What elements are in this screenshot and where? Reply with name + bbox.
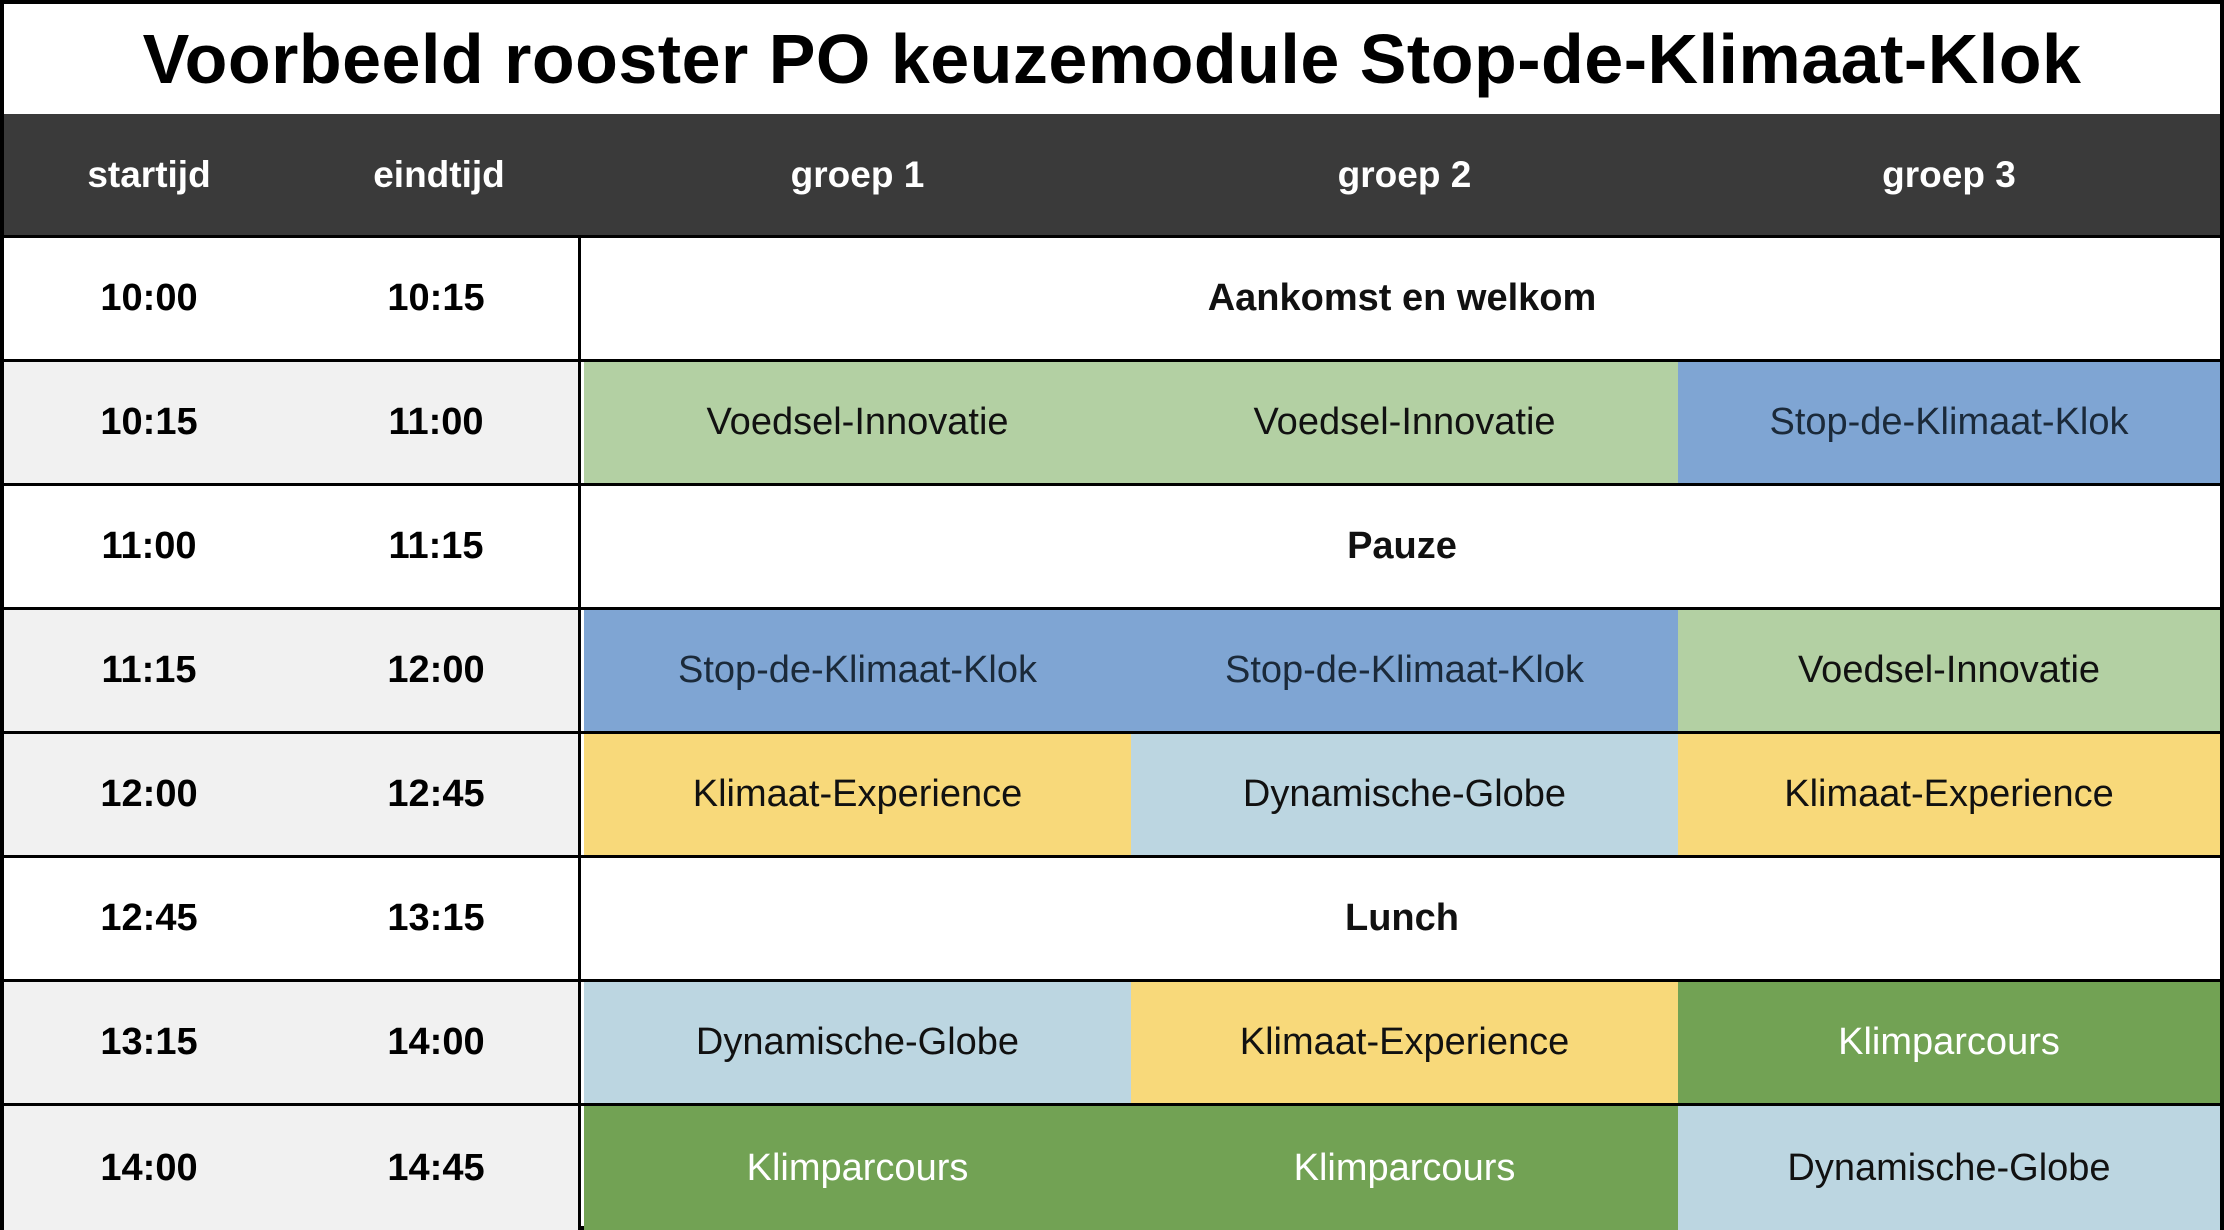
header-group-2: groep 2 bbox=[1337, 153, 1472, 195]
start-time-cell: 12:45 bbox=[4, 858, 294, 979]
header-group-1: groep 1 bbox=[790, 153, 925, 195]
start-time-cell: 13:15 bbox=[4, 982, 294, 1103]
end-time-cell: 12:45 bbox=[294, 734, 581, 855]
activity-cell: Dynamische-Globe bbox=[1678, 1106, 2220, 1230]
end-time-cell: 10:15 bbox=[294, 238, 581, 359]
page-title: Voorbeeld rooster PO keuzemodule Stop-de… bbox=[142, 20, 2082, 98]
header-end-time: eindtijd bbox=[373, 153, 505, 195]
table-row: 10:15 11:00 Voedsel-Innovatie Voedsel-Innov… bbox=[4, 362, 2220, 486]
table-row: 10:00 10:15 Aankomst en welkom bbox=[4, 238, 2220, 362]
end-time-cell: 13:15 bbox=[294, 858, 581, 979]
table-row: 11:15 12:00 Stop-de-Klimaat-Klok Stop-de-Kl… bbox=[4, 610, 2220, 734]
end-time-cell: 14:00 bbox=[294, 982, 581, 1103]
break-cell: Aankomst en welkom bbox=[584, 238, 2220, 359]
table-row: 12:00 12:45 Klimaat-Experience Dynamische-G… bbox=[4, 734, 2220, 858]
activity-cell: Klimaat-Experience bbox=[1131, 982, 1678, 1103]
activity-cell: Klimparcours bbox=[1131, 1106, 1678, 1230]
table-row: 14:00 14:45 Klimparcours Klimparcours Dynami… bbox=[4, 1106, 2220, 1230]
end-time-cell: 11:00 bbox=[294, 362, 581, 483]
activity-cell: Klimaat-Experience bbox=[1678, 734, 2220, 855]
activity-cell: Dynamische-Globe bbox=[584, 982, 1131, 1103]
start-time-cell: 12:00 bbox=[4, 734, 294, 855]
break-cell: Pauze bbox=[584, 486, 2220, 607]
table-row: 13:15 14:00 Dynamische-Globe Klimaat-Experi… bbox=[4, 982, 2220, 1106]
schedule-grid: 10:00 10:15 Aankomst en welkom 10:15 11:00 Vo… bbox=[4, 238, 2220, 1230]
header-group-3: groep 3 bbox=[1882, 153, 2016, 195]
start-time-cell: 10:15 bbox=[4, 362, 294, 483]
activity-cell: Voedsel-Innovatie bbox=[584, 362, 1131, 483]
table-row: 11:00 11:15 Pauze bbox=[4, 486, 2220, 610]
header-start-time: startijd bbox=[87, 153, 211, 195]
activity-cell: Stop-de-Klimaat-Klok bbox=[1131, 610, 1678, 731]
end-time-cell: 11:15 bbox=[294, 486, 581, 607]
break-cell: Lunch bbox=[584, 858, 2220, 979]
activity-cell: Klimparcours bbox=[1678, 982, 2220, 1103]
activity-cell: Voedsel-Innovatie bbox=[1678, 610, 2220, 731]
start-time-cell: 11:00 bbox=[4, 486, 294, 607]
table-row: 12:45 13:15 Lunch bbox=[4, 858, 2220, 982]
activity-cell: Stop-de-Klimaat-Klok bbox=[584, 610, 1131, 731]
activity-cell: Voedsel-Innovatie bbox=[1131, 362, 1678, 483]
activity-cell: Klimaat-Experience bbox=[584, 734, 1131, 855]
start-time-cell: 14:00 bbox=[4, 1106, 294, 1230]
start-time-cell: 10:00 bbox=[4, 238, 294, 359]
start-time-cell: 11:15 bbox=[4, 610, 294, 731]
activity-cell: Klimparcours bbox=[584, 1106, 1131, 1230]
table-header: startijd eindtijd groep 1 groep 2 groep … bbox=[4, 114, 2220, 238]
end-time-cell: 12:00 bbox=[294, 610, 581, 731]
activity-cell: Dynamische-Globe bbox=[1131, 734, 1678, 855]
end-time-cell: 14:45 bbox=[294, 1106, 581, 1230]
activity-cell: Stop-de-Klimaat-Klok bbox=[1678, 362, 2220, 483]
